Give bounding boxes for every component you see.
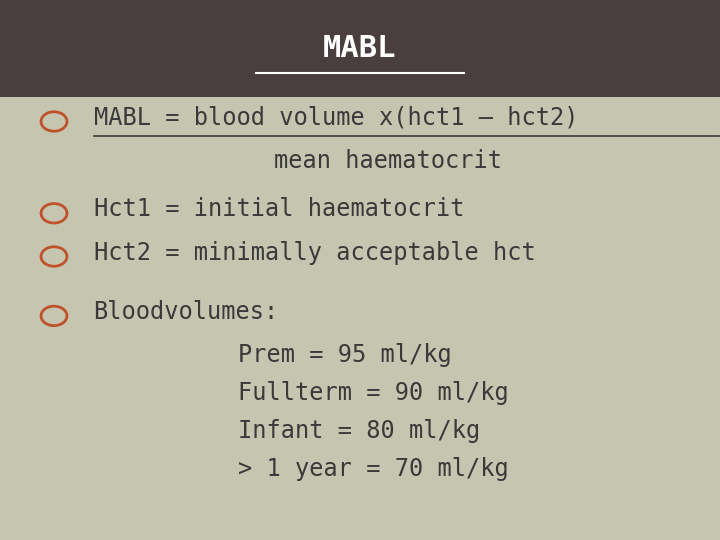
Text: MABL: MABL [323,34,397,63]
Text: > 1 year = 70 ml/kg: > 1 year = 70 ml/kg [238,457,508,481]
Text: MABL = blood volume x(hct1 – hct2): MABL = blood volume x(hct1 – hct2) [94,106,578,130]
Text: Hct2 = minimally acceptable hct: Hct2 = minimally acceptable hct [94,241,536,265]
FancyBboxPatch shape [0,0,720,97]
Text: Hct1 = initial haematocrit: Hct1 = initial haematocrit [94,198,464,221]
Text: Prem = 95 ml/kg: Prem = 95 ml/kg [238,343,451,367]
Text: mean haematocrit: mean haematocrit [274,149,502,173]
Text: Infant = 80 ml/kg: Infant = 80 ml/kg [238,419,480,443]
Text: Fullterm = 90 ml/kg: Fullterm = 90 ml/kg [238,381,508,405]
Text: Bloodvolumes:: Bloodvolumes: [94,300,279,324]
